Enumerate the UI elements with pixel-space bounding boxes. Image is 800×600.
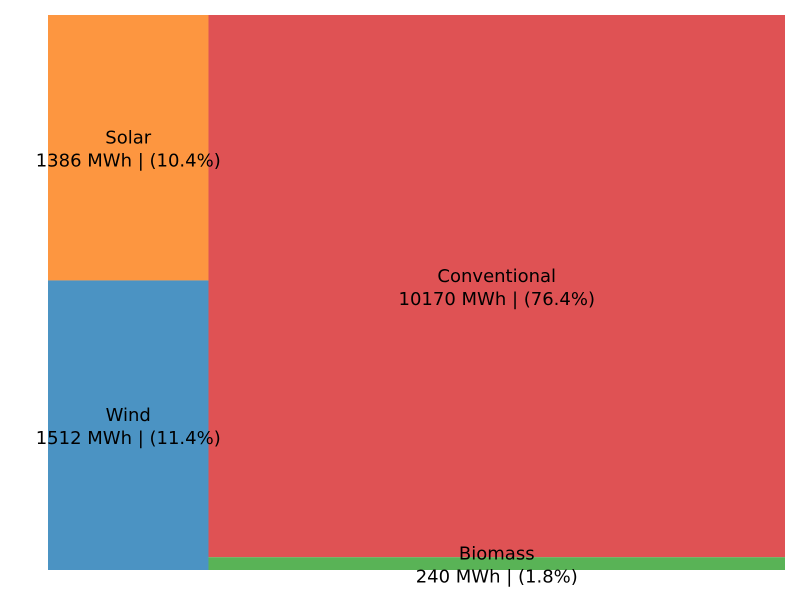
treemap-label-name: Wind — [106, 405, 151, 426]
treemap-cell-solar — [48, 15, 209, 281]
treemap-label-value: 240 MWh | (1.8%) — [416, 567, 578, 588]
treemap-label-value: 1512 MWh | (11.4%) — [36, 428, 221, 449]
treemap-cell-wind — [48, 280, 209, 570]
treemap-cell-biomass — [208, 557, 785, 570]
treemap-label-value: 1386 MWh | (10.4%) — [36, 151, 221, 172]
treemap-label-name: Biomass — [459, 544, 535, 565]
treemap-label-value: 10170 MWh | (76.4%) — [399, 289, 595, 310]
treemap-cell-conventional — [208, 15, 785, 558]
treemap-label-name: Conventional — [437, 266, 556, 287]
treemap-label-name: Solar — [105, 128, 151, 149]
